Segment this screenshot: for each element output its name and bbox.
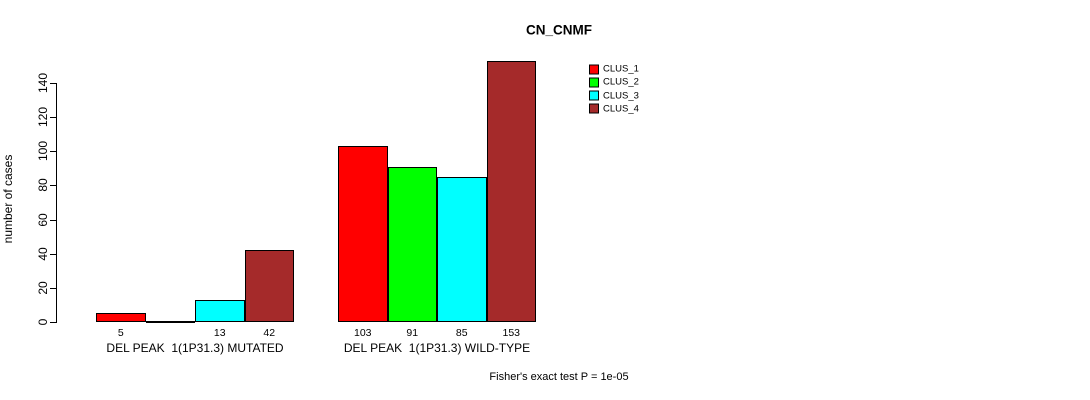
bar-value-label: 153 (502, 327, 521, 339)
y-axis-label: number of cases (1, 154, 15, 244)
y-tick-label: 80 (36, 178, 50, 193)
y-tick-label: 140 (36, 72, 50, 94)
y-tick-mark (50, 288, 56, 289)
y-tick-mark (50, 83, 56, 84)
legend-swatch-icon (589, 64, 599, 74)
legend-label: CLUS_3 (603, 90, 639, 102)
y-tick-label: 0 (36, 318, 50, 326)
group-label: DEL PEAK 1(1P31.3) WILD-TYPE (343, 341, 531, 355)
legend-label: CLUS_4 (603, 103, 639, 115)
legend-item-clus_2: CLUS_2 (589, 77, 639, 88)
bar-clus_1 (338, 146, 388, 322)
y-tick-mark (50, 254, 56, 255)
bar-value-label: 42 (263, 327, 276, 339)
bar-value-label: 13 (213, 327, 226, 339)
bar-value-label: 91 (406, 327, 419, 339)
y-tick-mark (50, 151, 56, 152)
y-tick-mark (50, 322, 56, 323)
bar-value-label: 85 (455, 327, 468, 339)
y-tick-mark (50, 185, 56, 186)
legend-item-clus_3: CLUS_3 (589, 90, 639, 101)
y-tick-mark (50, 117, 56, 118)
y-axis-line (56, 83, 57, 323)
y-tick-label: 120 (36, 107, 50, 128)
chart-title: CN_CNMF (526, 22, 592, 38)
y-tick-mark (50, 220, 56, 221)
legend-swatch-icon (589, 103, 599, 114)
y-tick-label: 60 (36, 212, 50, 227)
legend-swatch-icon (589, 90, 599, 101)
y-tick-label: 40 (36, 247, 50, 261)
y-tick-label: 100 (36, 141, 50, 162)
bar-clus_2-zero (145, 321, 195, 323)
bar-clus_1 (96, 313, 146, 322)
legend-swatch-icon (589, 77, 599, 88)
bar-clus_4 (244, 250, 294, 322)
bar-value-label: 5 (117, 327, 124, 339)
fisher-test-annotation: Fisher's exact test P = 1e-05 (489, 371, 629, 383)
legend-label: CLUS_2 (603, 76, 639, 88)
bar-clus_4 (486, 60, 536, 322)
bar-clus_3 (437, 176, 487, 322)
group-label: DEL PEAK 1(1P31.3) MUTATED (106, 341, 284, 355)
bar-value-label: 103 (353, 327, 372, 339)
legend-item-clus_1: CLUS_1 (589, 64, 639, 75)
legend-label: CLUS_1 (603, 63, 639, 75)
y-tick-label: 20 (36, 281, 50, 295)
bar-clus_2 (387, 166, 437, 322)
bar-clus_3 (195, 299, 245, 322)
legend-item-clus_4: CLUS_4 (589, 103, 639, 114)
